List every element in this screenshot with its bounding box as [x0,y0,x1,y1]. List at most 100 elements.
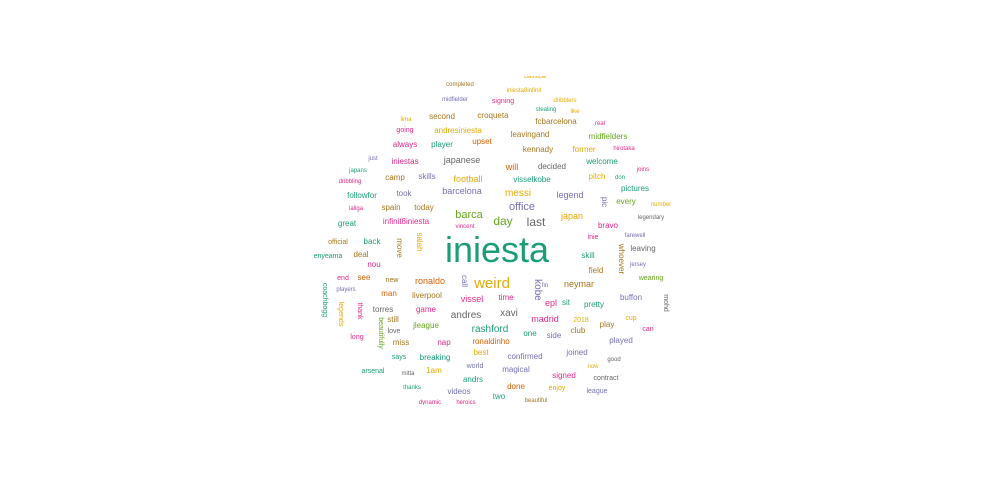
word-epl: epl [545,298,557,308]
word-farewell: farewell [625,233,646,239]
word-league: league [586,388,607,395]
word-man: man [381,289,397,298]
word-time: time [498,293,514,302]
word-laliga: laliga [349,206,364,212]
word-second: second [429,112,455,121]
word-legendary: legendary [638,215,664,221]
word-skill: skill [581,251,595,260]
word-confirmed: confirmed [507,352,542,361]
word-followfor: followfor [347,191,377,200]
word-andresiniesta: andresiniesta [434,126,482,135]
word-every: every [616,197,636,206]
word-contract: contract [594,375,619,382]
word-sit: sit [562,298,571,307]
word-croqueta: croqueta [477,111,509,120]
word-andrs: andrs [463,375,483,384]
word-iniestas: iniestas [391,157,418,166]
word-deal: deal [353,250,368,259]
word-videos: videos [447,387,470,396]
word-love: love [388,328,401,335]
word-enyeama: enyeama [314,253,343,260]
word-done: done [507,382,525,391]
word-great: great [338,219,357,228]
word-weird: weird [473,275,510,292]
word-legend: legend [556,190,583,200]
word-new: new [386,277,400,284]
word-played: played [609,336,633,345]
word-still: still [387,315,399,324]
word-play: play [600,320,615,329]
word-don: don [615,175,625,181]
word-vissel: vissel [461,294,484,304]
word-ronaldinho: ronaldinho [472,337,510,346]
word-welcome: welcome [585,157,618,166]
word-rashford: rashford [472,324,509,335]
word-pic: pic [600,197,609,207]
word-madrid: madrid [531,314,559,324]
word-neymar: neymar [564,279,594,289]
word-midfielder: midfielder [442,97,468,103]
word-fcbarcelona: fcbarcelona [535,117,577,126]
word-classical: classical [524,74,547,80]
word-took: took [396,189,412,198]
word-says: says [392,354,407,361]
word-kennady: kennady [523,145,553,154]
word-stealing: stealing [536,107,557,113]
word-see: see [358,273,371,282]
word-pitch: pitch [589,172,606,181]
word-player: player [431,140,453,149]
word-enjoy: enjoy [549,385,566,392]
word-coachbogg: coachbogg [321,283,328,317]
word-today: today [414,203,434,212]
word-xavi: xavi [500,308,518,319]
word-number: number [651,202,671,208]
word-japan: japan [560,211,583,221]
word-dynamic: dynamic [419,400,441,406]
word-cup: cup [625,315,636,322]
word-vincent: vincent [455,224,474,230]
word-wearing: wearing [638,275,664,282]
word-last: last [527,215,546,229]
word-buffon: buffon [620,293,642,302]
word-hirotaka: hirotaka [613,146,635,152]
word-whoever: whoever [617,243,626,275]
word-visselkobe: visselkobe [513,175,551,184]
word-leaving: leaving [630,244,655,253]
word-real: real [595,121,605,127]
word-mitta: mitta [401,371,415,377]
word-lima: lima [400,117,412,123]
word-inie: inie [588,234,599,241]
word-salah: salah [415,232,424,251]
word-midfielders: midfielders [589,132,628,141]
word-best: best [473,348,489,357]
word-side: side [547,331,562,340]
word-just: just [367,156,378,162]
word-japans: japans [348,168,367,174]
word-heroics: heroics [456,400,475,406]
word-pretty: pretty [584,300,604,309]
word-liverpool: liverpool [412,291,442,300]
word-world: world [466,363,484,370]
word-1am: 1am [426,366,442,375]
word-like: like [570,109,580,115]
word-leavingand: leavingand [511,130,550,139]
word-end: end [337,275,349,282]
word-thanks: thanks [403,385,421,391]
word-joined: joined [565,348,587,357]
word-skills: skills [418,172,435,181]
word-magical: magical [502,365,530,374]
word-iniesta: iniesta [445,229,550,270]
word-camp: camp [385,173,405,182]
word-upset: upset [472,137,492,146]
word-day: day [493,214,512,228]
word-field: field [589,266,604,275]
word-messi: messi [505,188,531,199]
word-barcelona: barcelona [442,186,482,196]
word-will: will [505,162,519,172]
word-long: long [350,334,363,341]
word-always: always [393,140,417,149]
word-thank: thank [356,302,363,320]
word-legends: legends [337,302,344,327]
word-andres: andres [451,310,482,321]
